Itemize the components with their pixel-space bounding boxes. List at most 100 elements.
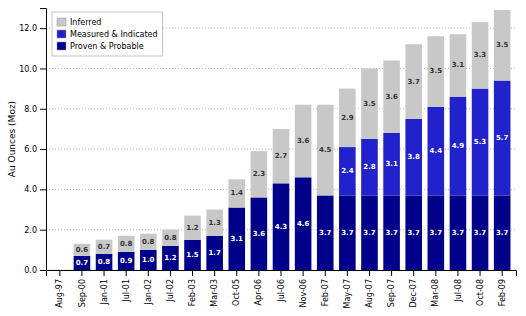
bar-segment xyxy=(361,195,378,270)
tick-label: Jul-02 xyxy=(166,279,175,303)
data-label: 0.7 xyxy=(98,243,111,251)
bar-segment xyxy=(228,208,245,270)
bar-segment xyxy=(140,234,157,250)
data-label: 0.8 xyxy=(142,238,155,246)
y-tick: 12.0 xyxy=(19,24,46,33)
data-label: 3.7 xyxy=(385,229,398,237)
data-label: 3.7 xyxy=(496,229,509,237)
tick-label: Nov-06 xyxy=(299,279,308,307)
tick-mark xyxy=(369,270,370,276)
tick-label: 0.0 xyxy=(24,266,37,275)
bar-segment xyxy=(228,179,245,207)
bar-segment xyxy=(317,195,334,270)
bar-segment xyxy=(140,250,157,270)
x-tick: Oct-08 xyxy=(476,270,485,306)
x-tick: Sep-00 xyxy=(78,270,87,307)
tick-label: 10.0 xyxy=(19,65,37,74)
data-label: 1.2 xyxy=(186,224,199,232)
tick-label: Mar-08 xyxy=(431,279,440,307)
bar-segment xyxy=(184,240,201,270)
bar-segment xyxy=(339,195,356,270)
tick-mark xyxy=(40,230,46,231)
tick-label: May-07 xyxy=(343,279,352,308)
tick-label: Mar-03 xyxy=(210,279,219,307)
tick-mark xyxy=(236,270,237,276)
tick-mark xyxy=(347,270,348,276)
x-tick: Dec-07 xyxy=(409,270,418,308)
x-axis: Aug-97Sep-00Jan-01Jul-01Jan-02Jul-02Feb-… xyxy=(47,270,517,308)
tick-mark xyxy=(325,270,326,276)
y-tick: 0.0 xyxy=(24,266,46,275)
bar-segment xyxy=(450,34,467,96)
y-axis: 0.02.04.06.08.010.012.0 xyxy=(19,9,46,276)
axis-line xyxy=(40,9,47,271)
bar-segment xyxy=(361,68,378,139)
data-label: 3.6 xyxy=(297,137,310,145)
legend-swatch xyxy=(57,30,66,38)
data-label: 3.5 xyxy=(430,67,443,75)
tick-label: 12.0 xyxy=(19,24,37,33)
tick-label: Aug-07 xyxy=(365,279,374,308)
data-label: 2.4 xyxy=(341,167,354,175)
x-tick: May-07 xyxy=(343,270,352,308)
tick-mark xyxy=(148,270,149,276)
bar-segment xyxy=(361,139,378,195)
x-tick: Jul-08 xyxy=(454,270,463,303)
bar-segment xyxy=(206,236,223,270)
tick-label: Jul-01 xyxy=(122,279,131,303)
tick-label: Sep-00 xyxy=(78,279,87,307)
tick-mark xyxy=(59,270,60,276)
legend: InferredMeasured & IndicatedProven & Pro… xyxy=(52,12,163,56)
bar-segment xyxy=(383,133,400,195)
tick-label: Oct-08 xyxy=(476,279,485,306)
data-label: 3.7 xyxy=(408,78,421,86)
bar-segment xyxy=(162,246,179,270)
data-label: 3.8 xyxy=(408,153,421,161)
data-label: 1.7 xyxy=(208,249,221,257)
data-label: 4.6 xyxy=(297,220,310,228)
tick-mark xyxy=(281,270,282,276)
x-tick: Aug-97 xyxy=(55,270,64,308)
bar-segment xyxy=(317,105,334,196)
x-tick: Nov-06 xyxy=(299,270,308,307)
legend-label: Inferred xyxy=(70,18,101,27)
tick-label: Apr-06 xyxy=(254,279,263,305)
x-tick: Feb-07 xyxy=(321,270,330,306)
bar-segment xyxy=(251,151,268,197)
bar-segment xyxy=(428,107,445,196)
bar-segment xyxy=(273,129,290,183)
data-label: 2.9 xyxy=(341,114,354,122)
tick-label: Feb-03 xyxy=(188,279,197,306)
bar-segment xyxy=(96,240,113,254)
bar-segment xyxy=(450,195,467,270)
chart: 0.70.80.91.01.21.51.73.13.64.34.63.73.73… xyxy=(0,0,526,316)
data-label: 3.7 xyxy=(474,229,487,237)
tick-mark xyxy=(391,270,392,276)
tick-mark xyxy=(480,270,481,276)
bar-segment xyxy=(339,147,356,195)
bar-series xyxy=(74,177,511,270)
tick-label: 8.0 xyxy=(24,105,37,114)
grid xyxy=(46,28,516,270)
tick-label: Sep-07 xyxy=(387,279,396,307)
tick-mark xyxy=(457,270,458,276)
data-label: 3.1 xyxy=(452,61,465,69)
data-label: 0.8 xyxy=(120,240,133,248)
tick-mark xyxy=(40,149,46,150)
tick-label: Jan-02 xyxy=(144,279,153,305)
data-label: 2.7 xyxy=(275,152,288,160)
data-label: 3.3 xyxy=(474,51,487,59)
bar-segment xyxy=(405,195,422,270)
x-tick: Feb-03 xyxy=(188,270,197,306)
bar-segment xyxy=(472,195,489,270)
bar-segment xyxy=(295,105,312,178)
bar-segment xyxy=(339,89,356,147)
y-tick: 8.0 xyxy=(24,105,46,114)
y-tick: 10.0 xyxy=(19,65,46,74)
data-label: 3.7 xyxy=(319,229,332,237)
tick-mark xyxy=(126,270,127,276)
bar-segment xyxy=(118,236,135,252)
bar-segment xyxy=(52,270,69,271)
bar-segment xyxy=(405,44,422,119)
tick-mark xyxy=(258,270,259,276)
